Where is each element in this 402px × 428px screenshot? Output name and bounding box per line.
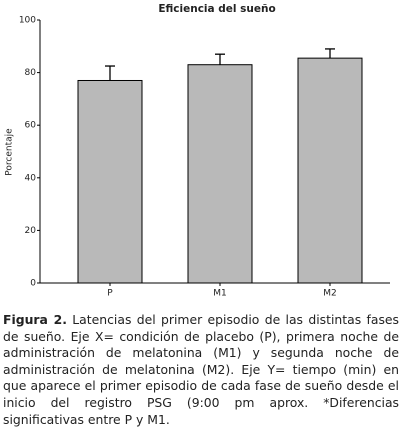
y-tick-label: 100 bbox=[19, 16, 36, 26]
error-bar bbox=[325, 48, 335, 59]
x-tick-label: P bbox=[107, 289, 113, 299]
x-tick-label: M2 bbox=[323, 289, 337, 299]
y-tick-label: 40 bbox=[25, 173, 37, 183]
y-tick-label: 0 bbox=[30, 279, 36, 289]
bar bbox=[187, 64, 253, 284]
bar bbox=[297, 57, 363, 284]
caption: Figura 2. Latencias del primer episodio … bbox=[3, 312, 399, 428]
chart: Eficiencia del sueño Porcentaje 0 20 40 60 8… bbox=[5, 3, 390, 299]
y-tick-label: 60 bbox=[25, 121, 37, 131]
y-tick-label: 20 bbox=[25, 226, 37, 236]
y-tick-label: 80 bbox=[25, 68, 37, 78]
chart-title: Eficiencia del sueño bbox=[158, 3, 275, 15]
page: Eficiencia del sueño Porcentaje 0 20 40 60 8… bbox=[3, 3, 399, 427]
y-axis-label: Porcentaje bbox=[5, 128, 15, 176]
error-bar bbox=[215, 53, 225, 65]
caption-label: Figura 2. bbox=[3, 312, 67, 327]
bar bbox=[77, 79, 143, 284]
caption-text: Latencias del primer episodio de las dis… bbox=[3, 312, 399, 427]
error-bar bbox=[105, 65, 115, 81]
x-tick-label: M1 bbox=[213, 289, 227, 299]
